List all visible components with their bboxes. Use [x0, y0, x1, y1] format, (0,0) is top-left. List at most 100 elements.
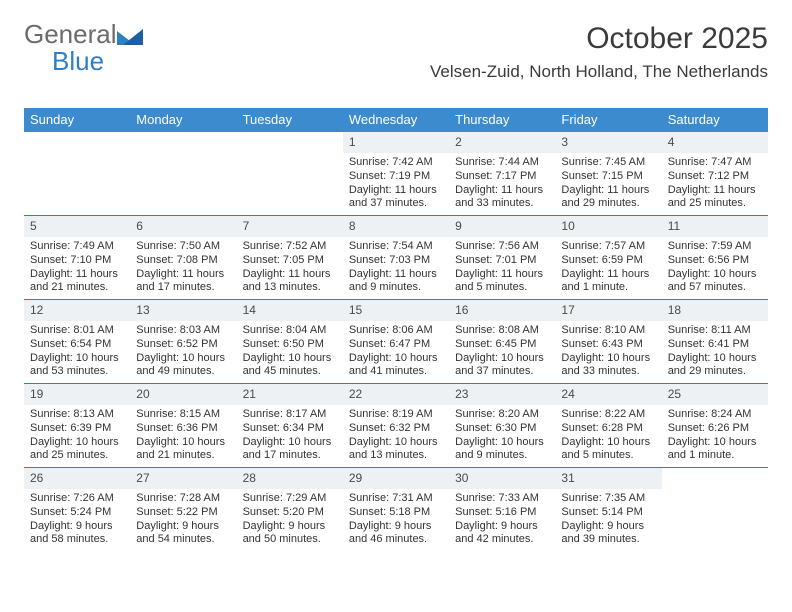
day-number: 24 — [555, 384, 661, 405]
sunset-text: Sunset: 5:16 PM — [455, 506, 549, 520]
sunrise-text: Sunrise: 7:44 AM — [455, 156, 549, 170]
sunrise-text: Sunrise: 8:19 AM — [349, 408, 443, 422]
sunset-text: Sunset: 6:56 PM — [668, 254, 762, 268]
day-details: Sunrise: 7:35 AMSunset: 5:14 PMDaylight:… — [555, 489, 661, 551]
sunrise-text: Sunrise: 8:10 AM — [561, 324, 655, 338]
calendar-day-cell: 30Sunrise: 7:33 AMSunset: 5:16 PMDayligh… — [449, 468, 555, 551]
calendar-day-cell: 16Sunrise: 8:08 AMSunset: 6:45 PMDayligh… — [449, 300, 555, 383]
sunset-text: Sunset: 5:18 PM — [349, 506, 443, 520]
sunset-text: Sunset: 7:10 PM — [30, 254, 124, 268]
sunrise-text: Sunrise: 7:35 AM — [561, 492, 655, 506]
daylight-text: Daylight: 11 hours and 29 minutes. — [561, 184, 655, 212]
day-number: 15 — [343, 300, 449, 321]
day-details: Sunrise: 7:33 AMSunset: 5:16 PMDaylight:… — [449, 489, 555, 551]
sunrise-text: Sunrise: 8:01 AM — [30, 324, 124, 338]
day-details: Sunrise: 7:31 AMSunset: 5:18 PMDaylight:… — [343, 489, 449, 551]
day-number: 30 — [449, 468, 555, 489]
day-details: Sunrise: 8:17 AMSunset: 6:34 PMDaylight:… — [237, 405, 343, 467]
day-details: Sunrise: 7:49 AMSunset: 7:10 PMDaylight:… — [24, 237, 130, 299]
sunrise-text: Sunrise: 7:45 AM — [561, 156, 655, 170]
daylight-text: Daylight: 11 hours and 17 minutes. — [136, 268, 230, 296]
day-number: 31 — [555, 468, 661, 489]
brand-text-1: General — [24, 19, 117, 49]
weekday-header: Monday — [130, 108, 236, 132]
day-details: Sunrise: 7:54 AMSunset: 7:03 PMDaylight:… — [343, 237, 449, 299]
day-number: 29 — [343, 468, 449, 489]
day-details: Sunrise: 7:26 AMSunset: 5:24 PMDaylight:… — [24, 489, 130, 551]
calendar-day-cell: 17Sunrise: 8:10 AMSunset: 6:43 PMDayligh… — [555, 300, 661, 383]
sunset-text: Sunset: 7:03 PM — [349, 254, 443, 268]
day-number: 12 — [24, 300, 130, 321]
daylight-text: Daylight: 10 hours and 21 minutes. — [136, 436, 230, 464]
calendar-week-row: 1Sunrise: 7:42 AMSunset: 7:19 PMDaylight… — [24, 132, 768, 216]
sunset-text: Sunset: 6:30 PM — [455, 422, 549, 436]
day-details: Sunrise: 8:19 AMSunset: 6:32 PMDaylight:… — [343, 405, 449, 467]
daylight-text: Daylight: 10 hours and 25 minutes. — [30, 436, 124, 464]
calendar-day-cell: 22Sunrise: 8:19 AMSunset: 6:32 PMDayligh… — [343, 384, 449, 467]
daylight-text: Daylight: 9 hours and 42 minutes. — [455, 520, 549, 548]
calendar-day-cell: 19Sunrise: 8:13 AMSunset: 6:39 PMDayligh… — [24, 384, 130, 467]
day-number: 7 — [237, 216, 343, 237]
sunrise-text: Sunrise: 8:20 AM — [455, 408, 549, 422]
sunset-text: Sunset: 6:34 PM — [243, 422, 337, 436]
calendar-day-cell: 13Sunrise: 8:03 AMSunset: 6:52 PMDayligh… — [130, 300, 236, 383]
calendar-day-cell: 3Sunrise: 7:45 AMSunset: 7:15 PMDaylight… — [555, 132, 661, 215]
calendar-day-cell: 11Sunrise: 7:59 AMSunset: 6:56 PMDayligh… — [662, 216, 768, 299]
sunset-text: Sunset: 5:20 PM — [243, 506, 337, 520]
daylight-text: Daylight: 10 hours and 5 minutes. — [561, 436, 655, 464]
daylight-text: Daylight: 10 hours and 29 minutes. — [668, 352, 762, 380]
sunrise-text: Sunrise: 7:57 AM — [561, 240, 655, 254]
daylight-text: Daylight: 11 hours and 21 minutes. — [30, 268, 124, 296]
sunset-text: Sunset: 6:36 PM — [136, 422, 230, 436]
day-number: 27 — [130, 468, 236, 489]
daylight-text: Daylight: 10 hours and 17 minutes. — [243, 436, 337, 464]
calendar-week-row: 26Sunrise: 7:26 AMSunset: 5:24 PMDayligh… — [24, 468, 768, 551]
calendar-day-cell: 24Sunrise: 8:22 AMSunset: 6:28 PMDayligh… — [555, 384, 661, 467]
day-number: 2 — [449, 132, 555, 153]
calendar-day-cell: 1Sunrise: 7:42 AMSunset: 7:19 PMDaylight… — [343, 132, 449, 215]
daylight-text: Daylight: 9 hours and 50 minutes. — [243, 520, 337, 548]
sunrise-text: Sunrise: 8:08 AM — [455, 324, 549, 338]
daylight-text: Daylight: 10 hours and 41 minutes. — [349, 352, 443, 380]
calendar-day-cell: 9Sunrise: 7:56 AMSunset: 7:01 PMDaylight… — [449, 216, 555, 299]
sunset-text: Sunset: 6:59 PM — [561, 254, 655, 268]
weekday-header: Wednesday — [343, 108, 449, 132]
sunset-text: Sunset: 6:52 PM — [136, 338, 230, 352]
sunset-text: Sunset: 7:19 PM — [349, 170, 443, 184]
brand-logo: General Blue — [24, 20, 143, 75]
sunrise-text: Sunrise: 7:56 AM — [455, 240, 549, 254]
day-details: Sunrise: 8:03 AMSunset: 6:52 PMDaylight:… — [130, 321, 236, 383]
weekday-header: Tuesday — [237, 108, 343, 132]
calendar-empty-cell — [24, 132, 130, 215]
day-details: Sunrise: 8:08 AMSunset: 6:45 PMDaylight:… — [449, 321, 555, 383]
sunset-text: Sunset: 6:41 PM — [668, 338, 762, 352]
day-number: 25 — [662, 384, 768, 405]
calendar-week-row: 12Sunrise: 8:01 AMSunset: 6:54 PMDayligh… — [24, 300, 768, 384]
location-line: Velsen-Zuid, North Holland, The Netherla… — [430, 62, 768, 82]
day-number: 8 — [343, 216, 449, 237]
sunrise-text: Sunrise: 7:29 AM — [243, 492, 337, 506]
sunset-text: Sunset: 6:39 PM — [30, 422, 124, 436]
calendar-day-cell: 14Sunrise: 8:04 AMSunset: 6:50 PMDayligh… — [237, 300, 343, 383]
calendar-body: 1Sunrise: 7:42 AMSunset: 7:19 PMDaylight… — [24, 132, 768, 551]
calendar-day-cell: 21Sunrise: 8:17 AMSunset: 6:34 PMDayligh… — [237, 384, 343, 467]
daylight-text: Daylight: 9 hours and 58 minutes. — [30, 520, 124, 548]
day-details: Sunrise: 8:24 AMSunset: 6:26 PMDaylight:… — [662, 405, 768, 467]
sunset-text: Sunset: 6:28 PM — [561, 422, 655, 436]
weekday-header: Sunday — [24, 108, 130, 132]
calendar-day-cell: 4Sunrise: 7:47 AMSunset: 7:12 PMDaylight… — [662, 132, 768, 215]
sunrise-text: Sunrise: 7:33 AM — [455, 492, 549, 506]
day-number: 18 — [662, 300, 768, 321]
sunrise-text: Sunrise: 7:54 AM — [349, 240, 443, 254]
sunset-text: Sunset: 5:24 PM — [30, 506, 124, 520]
day-details: Sunrise: 8:06 AMSunset: 6:47 PMDaylight:… — [343, 321, 449, 383]
day-number: 3 — [555, 132, 661, 153]
sunrise-text: Sunrise: 8:13 AM — [30, 408, 124, 422]
day-details: Sunrise: 8:22 AMSunset: 6:28 PMDaylight:… — [555, 405, 661, 467]
calendar-day-cell: 27Sunrise: 7:28 AMSunset: 5:22 PMDayligh… — [130, 468, 236, 551]
daylight-text: Daylight: 9 hours and 54 minutes. — [136, 520, 230, 548]
calendar-day-cell: 10Sunrise: 7:57 AMSunset: 6:59 PMDayligh… — [555, 216, 661, 299]
weekday-header: Saturday — [662, 108, 768, 132]
day-number: 13 — [130, 300, 236, 321]
sunset-text: Sunset: 7:05 PM — [243, 254, 337, 268]
